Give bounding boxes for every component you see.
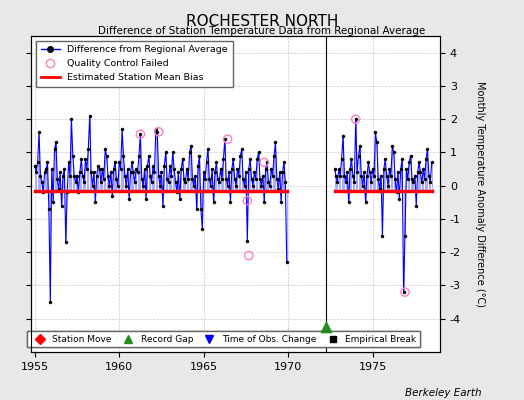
- Text: ROCHESTER NORTH: ROCHESTER NORTH: [186, 14, 338, 29]
- Point: [155, 128, 163, 135]
- Point: [322, 324, 330, 330]
- Point: [243, 198, 252, 204]
- Point: [260, 159, 268, 166]
- Point: [401, 289, 409, 295]
- Text: Berkeley Earth: Berkeley Earth: [406, 388, 482, 398]
- Point: [352, 116, 360, 122]
- Point: [245, 252, 253, 259]
- Text: Difference of Station Temperature Data from Regional Average: Difference of Station Temperature Data f…: [99, 26, 425, 36]
- Point: [223, 136, 232, 142]
- Point: [136, 131, 145, 137]
- Legend: Station Move, Record Gap, Time of Obs. Change, Empirical Break: Station Move, Record Gap, Time of Obs. C…: [27, 331, 420, 348]
- Y-axis label: Monthly Temperature Anomaly Difference (°C): Monthly Temperature Anomaly Difference (…: [475, 81, 485, 307]
